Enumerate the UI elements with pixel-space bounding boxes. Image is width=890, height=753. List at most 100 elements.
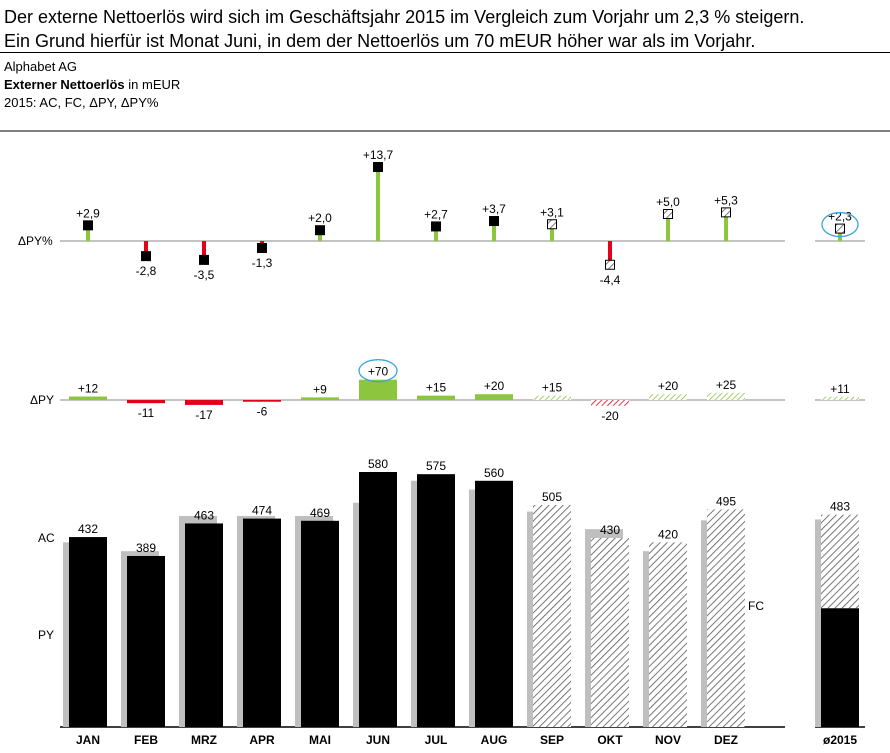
- month-jan-category-label: JAN: [76, 733, 100, 747]
- month-apr-dpy-bar: [243, 400, 281, 402]
- month-sep-dpy-bar: [533, 395, 571, 400]
- month-nov-value-label: 420: [658, 527, 678, 541]
- month-sep-dpy-pct-marker: [547, 219, 557, 230]
- month-mrz-dpy-pct-stem: [202, 241, 206, 260]
- month-apr-category-label: APR: [249, 733, 275, 747]
- month-jun-dpy-label: +70: [368, 365, 389, 379]
- month-sep-dpy-pct-stem: [550, 224, 554, 241]
- month-aug-value-label: 560: [484, 466, 504, 480]
- month-jun-category-label: JUN: [366, 733, 390, 747]
- month-sep-value-label: 505: [542, 490, 562, 504]
- total-category-label: ø2015: [823, 733, 857, 747]
- month-feb-category-label: FEB: [134, 733, 158, 747]
- month-jul-dpy-pct-marker: [431, 221, 441, 232]
- month-apr-dpy-label: -6: [257, 405, 268, 419]
- month-nov-dpy-pct-stem: [666, 214, 670, 241]
- month-dez-dpy-pct-stem: [724, 212, 728, 241]
- month-feb-dpy-pct-stem: [144, 241, 148, 257]
- row-label-fc: FC: [748, 599, 764, 613]
- headline: Der externe Nettoerlös wird sich im Gesc…: [4, 5, 884, 53]
- month-mrz-value-label: 463: [194, 508, 214, 522]
- month-mai-category-label: MAI: [309, 733, 331, 747]
- month-mrz-dpy-label: -17: [195, 408, 213, 422]
- month-mrz-dpy-pct-marker: [199, 254, 209, 265]
- month-feb-dpy-label: -11: [138, 406, 155, 420]
- month-apr-value-label: 474: [252, 504, 272, 518]
- month-mai-value-label: 469: [310, 506, 330, 520]
- month-jul-dpy-label: +15: [426, 381, 447, 395]
- month-jul-ac-bar: [417, 474, 455, 727]
- month-sep-category-label: SEP: [540, 733, 564, 747]
- month-okt-value-label: 430: [600, 523, 620, 537]
- month-dez-dpy-pct-label: +5,3: [714, 193, 738, 207]
- month-feb-value-label: 389: [136, 541, 156, 555]
- month-okt-category-label: OKT: [597, 733, 623, 747]
- row-label-py: PY: [38, 628, 54, 642]
- measure-unit: in mEUR: [124, 77, 181, 92]
- month-dez-dpy-label: +25: [716, 378, 737, 392]
- month-aug-ac-bar: [475, 480, 513, 727]
- chart-meta: Alphabet AG Externer Nettoerlös in mEUR …: [4, 58, 180, 112]
- month-dez-value-label: 495: [716, 494, 736, 508]
- headline-line-2: Ein Grund hierfür ist Monat Juni, in dem…: [4, 31, 756, 51]
- month-feb-dpy-bar: [127, 400, 165, 404]
- month-mai-dpy-pct-label: +2,0: [308, 211, 332, 225]
- month-jul-value-label: 575: [426, 459, 446, 473]
- month-apr-dpy-pct-label: -1,3: [252, 256, 273, 270]
- row-label-dpy-pct: ΔPY%: [18, 234, 53, 248]
- month-feb-dpy-pct-label: -2,8: [136, 264, 157, 278]
- month-nov-dpy-label: +20: [658, 379, 679, 393]
- month-aug-dpy-pct-label: +3,7: [482, 202, 506, 216]
- month-mai-dpy-pct-marker: [315, 225, 325, 236]
- total-dpy-label: +11: [830, 382, 850, 396]
- month-jul-dpy-bar: [417, 395, 455, 400]
- month-nov-dpy-pct-marker: [663, 209, 673, 219]
- month-nov-category-label: NOV: [655, 733, 681, 747]
- month-mai-dpy-pct-stem: [318, 230, 322, 241]
- month-jan-dpy-label: +12: [78, 382, 99, 396]
- total-dpy-bar: [821, 396, 859, 400]
- month-aug-dpy-pct-marker: [489, 216, 499, 227]
- company-name: Alphabet AG: [4, 59, 77, 74]
- total-fc-bar: [821, 514, 859, 609]
- total-dpy-pct-label: +2,3: [828, 210, 852, 224]
- month-okt-fc-bar: [591, 537, 629, 727]
- month-jun-dpy-pct-label: +13,7: [363, 148, 394, 162]
- month-okt-dpy-label: -20: [601, 409, 619, 423]
- month-jan-dpy-bar: [69, 396, 107, 400]
- month-jan-value-label: 432: [78, 522, 98, 536]
- row-label-dpy: ΔPY: [30, 393, 54, 407]
- month-feb-ac-bar: [127, 555, 165, 727]
- month-okt-dpy-pct-label: -4,4: [600, 273, 621, 287]
- month-sep-dpy-pct-label: +3,1: [540, 205, 564, 219]
- month-jul-category-label: JUL: [425, 733, 448, 747]
- month-mrz-dpy-bar: [185, 400, 223, 405]
- month-jun-value-label: 580: [368, 457, 388, 471]
- total-dpy-pct-stem: [838, 228, 842, 241]
- month-jun-ac-bar: [359, 472, 397, 727]
- month-dez-dpy-pct-marker: [721, 207, 731, 218]
- month-nov-dpy-pct-label: +5,0: [656, 195, 680, 209]
- month-nov-fc-bar: [649, 542, 687, 727]
- month-dez-category-label: DEZ: [714, 733, 738, 747]
- month-sep-fc-bar: [533, 504, 571, 727]
- month-aug-category-label: AUG: [481, 733, 508, 747]
- month-mai-dpy-label: +9: [313, 382, 327, 396]
- measure-title: Externer Nettoerlös in mEUR: [4, 76, 180, 94]
- month-apr-ac-bar: [243, 518, 281, 727]
- month-jan-dpy-pct-label: +2,9: [76, 206, 100, 220]
- measure-name: Externer Nettoerlös: [4, 77, 125, 92]
- month-jul-dpy-pct-label: +2,7: [424, 207, 448, 221]
- month-mai-dpy-bar: [301, 397, 339, 400]
- headline-divider: [0, 52, 890, 53]
- month-nov-dpy-bar: [649, 394, 687, 400]
- month-jun-dpy-pct-marker: [373, 162, 383, 173]
- month-okt-dpy-pct-stem: [608, 241, 612, 265]
- month-mrz-category-label: MRZ: [191, 733, 217, 747]
- month-jan-ac-bar: [69, 537, 107, 727]
- month-dez-dpy-bar: [707, 392, 745, 400]
- total-ac-bar: [821, 608, 859, 727]
- total-dpy-pct-marker: [835, 223, 845, 234]
- month-mai-ac-bar: [301, 520, 339, 727]
